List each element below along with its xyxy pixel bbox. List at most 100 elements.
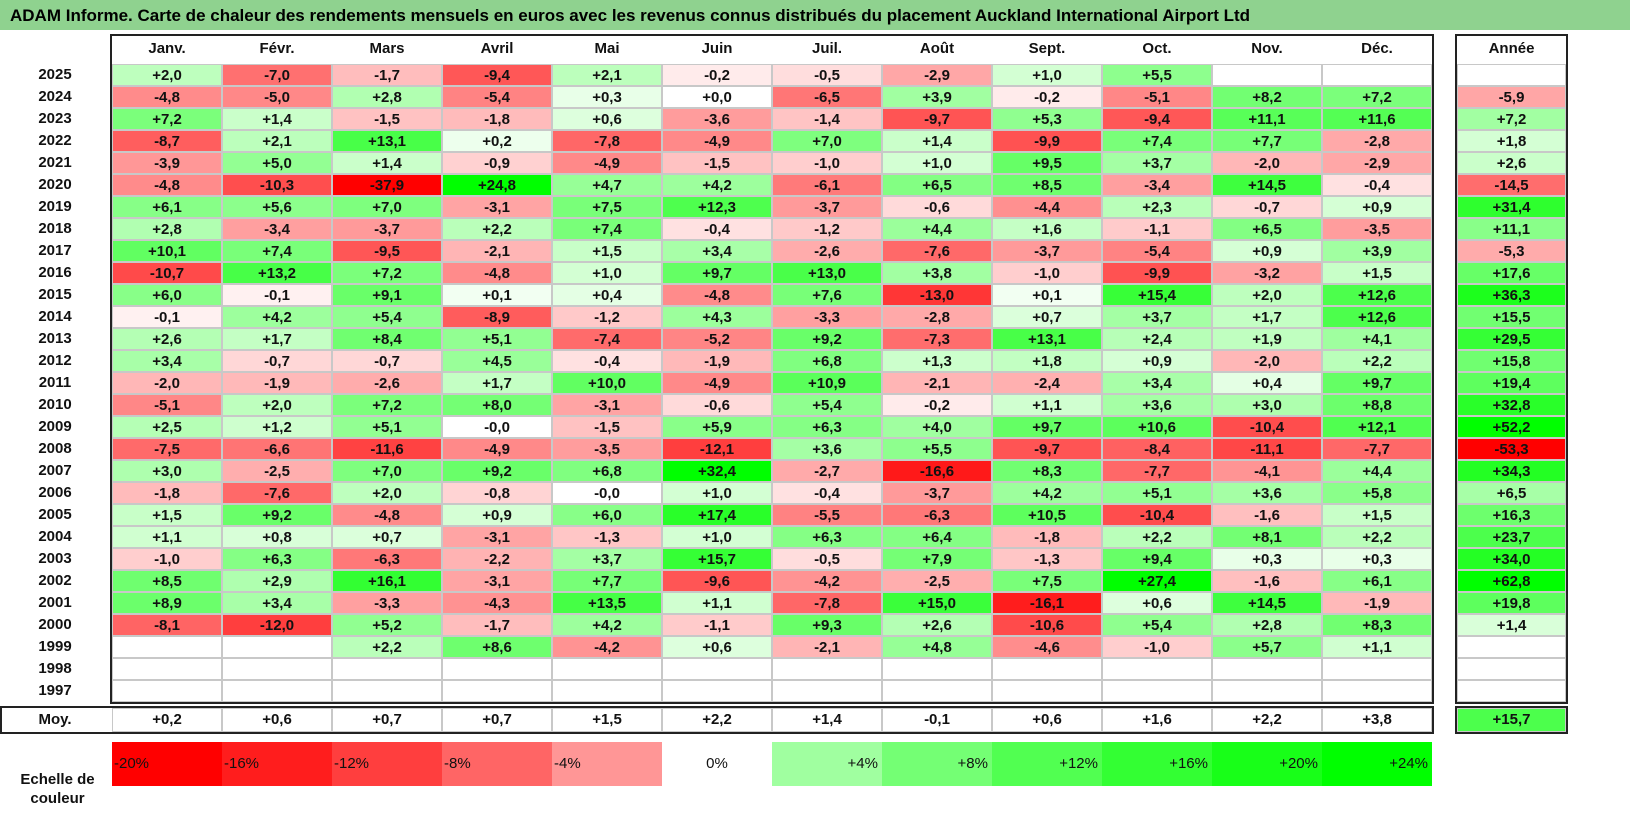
heatmap-cell: +0,7: [992, 306, 1102, 328]
heatmap-cell: +2,6: [112, 328, 222, 350]
heatmap-cell: [1102, 658, 1212, 680]
year-label: 2001: [38, 594, 72, 611]
annual-cell: +15,8: [1457, 350, 1566, 372]
heatmap-cell: +2,8: [1212, 614, 1322, 636]
heatmap-cell: +0,2: [442, 130, 552, 152]
heatmap-cell: [222, 636, 332, 658]
annual-cell: +62,8: [1457, 570, 1566, 592]
average-cell: +0,2: [112, 708, 222, 732]
year-label: 2016: [38, 264, 72, 281]
heatmap-cell: +10,0: [552, 372, 662, 394]
heatmap-cell: [772, 680, 882, 702]
heatmap-cell: +1,1: [992, 394, 1102, 416]
heatmap-cell: +10,9: [772, 372, 882, 394]
heatmap-cell: +0,7: [332, 526, 442, 548]
heatmap-cell: +7,2: [1322, 86, 1432, 108]
heatmap-cell: -1,2: [772, 218, 882, 240]
heatmap-cell: +3,8: [882, 262, 992, 284]
heatmap-cell: -2,0: [1212, 152, 1322, 174]
heatmap-cell: +2,8: [332, 86, 442, 108]
heatmap-cell: -0,6: [882, 196, 992, 218]
heatmap-cell: -3,4: [222, 218, 332, 240]
year-label: 2007: [38, 462, 72, 479]
annual-cell: +31,4: [1457, 196, 1566, 218]
heatmap-cell: +4,7: [552, 174, 662, 196]
heatmap-cell: -10,4: [1212, 416, 1322, 438]
heatmap-cell: -1,3: [552, 526, 662, 548]
heatmap-cell: +4,4: [882, 218, 992, 240]
heatmap-cell: +5,1: [442, 328, 552, 350]
month-header: Avril: [480, 40, 514, 57]
heatmap-cell: -0,8: [442, 482, 552, 504]
heatmap-cell: +9,3: [772, 614, 882, 636]
heatmap-cell: -0,4: [1322, 174, 1432, 196]
heatmap-cell: +11,6: [1322, 108, 1432, 130]
heatmap-cell: -8,7: [112, 130, 222, 152]
heatmap-cell: +7,4: [1102, 130, 1212, 152]
color-scale-step: 0%: [662, 742, 772, 786]
heatmap-cell: +5,3: [992, 108, 1102, 130]
heatmap-cell: [1212, 658, 1322, 680]
heatmap-cell: -4,9: [442, 438, 552, 460]
heatmap-cell: -4,8: [442, 262, 552, 284]
heatmap-cell: +11,1: [1212, 108, 1322, 130]
heatmap-cell: -2,6: [332, 372, 442, 394]
heatmap-cell: -0,1: [222, 284, 332, 306]
heatmap-cell: -2,5: [882, 570, 992, 592]
heatmap-cell: +9,7: [662, 262, 772, 284]
year-label: 2010: [38, 396, 72, 413]
annual-cell: -5,3: [1457, 240, 1566, 262]
heatmap-cell: +8,5: [992, 174, 1102, 196]
heatmap-cell: +7,0: [332, 196, 442, 218]
heatmap-cell: -1,0: [1102, 636, 1212, 658]
heatmap-cell: -0,0: [442, 416, 552, 438]
annual-cell: +15,5: [1457, 306, 1566, 328]
annual-cell: -5,9: [1457, 86, 1566, 108]
heatmap-cell: +8,0: [442, 394, 552, 416]
year-label: 2020: [38, 176, 72, 193]
heatmap-cell: [662, 658, 772, 680]
color-scale-step: +16%: [1102, 742, 1212, 786]
heatmap-cell: +4,2: [662, 174, 772, 196]
heatmap-cell: -9,4: [1102, 108, 1212, 130]
annual-cell: -53,3: [1457, 438, 1566, 460]
heatmap-cell: -8,4: [1102, 438, 1212, 460]
heatmap-cell: -9,6: [662, 570, 772, 592]
heatmap-cell: -16,6: [882, 460, 992, 482]
heatmap-cell: +3,4: [222, 592, 332, 614]
annual-cell: -14,5: [1457, 174, 1566, 196]
heatmap-cell: +7,6: [772, 284, 882, 306]
year-label: 1998: [38, 660, 72, 677]
heatmap-cell: [112, 680, 222, 702]
heatmap-cell: -5,1: [1102, 86, 1212, 108]
heatmap-cell: +1,7: [442, 372, 552, 394]
heatmap-cell: -0,0: [552, 482, 662, 504]
heatmap-cell: +2,1: [222, 130, 332, 152]
heatmap-cell: [222, 658, 332, 680]
heatmap-cell: +5,4: [1102, 614, 1212, 636]
heatmap-cell: +2,5: [112, 416, 222, 438]
heatmap-cell: +2,2: [442, 218, 552, 240]
heatmap-cell: -7,7: [1102, 460, 1212, 482]
heatmap-cell: -4,9: [552, 152, 662, 174]
heatmap-cell: [1212, 64, 1322, 86]
heatmap-cell: +1,6: [992, 218, 1102, 240]
year-label: 2006: [38, 484, 72, 501]
year-label: 2014: [38, 308, 72, 325]
heatmap-cell: +1,0: [662, 482, 772, 504]
heatmap-cell: -1,6: [1212, 570, 1322, 592]
heatmap-cell: -1,0: [112, 548, 222, 570]
heatmap-cell: +7,0: [772, 130, 882, 152]
heatmap-cell: -0,4: [772, 482, 882, 504]
heatmap-cell: [882, 658, 992, 680]
color-scale-step: -4%: [552, 742, 662, 786]
average-cell: +0,6: [992, 708, 1102, 732]
heatmap-cell: +9,5: [992, 152, 1102, 174]
heatmap-cell: +3,0: [1212, 394, 1322, 416]
heatmap-cell: +2,4: [1102, 328, 1212, 350]
month-header: Nov.: [1251, 40, 1283, 57]
heatmap-cell: +17,4: [662, 504, 772, 526]
heatmap-cell: +5,7: [1212, 636, 1322, 658]
heatmap-cell: -16,1: [992, 592, 1102, 614]
heatmap-cell: +4,1: [1322, 328, 1432, 350]
